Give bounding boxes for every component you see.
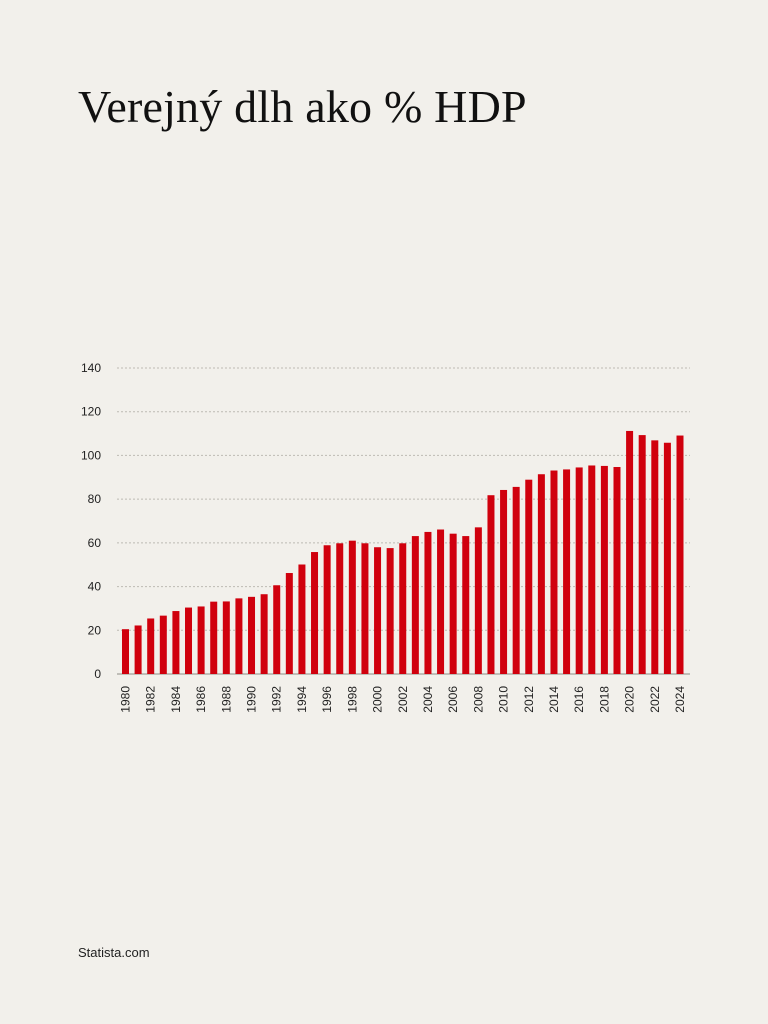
x-tick-label: 1982 xyxy=(144,686,158,713)
bar-2005 xyxy=(437,529,445,674)
y-tick-label: 20 xyxy=(88,623,102,637)
y-tick-label: 100 xyxy=(81,448,101,462)
bar-1989 xyxy=(235,598,243,674)
x-tick-label: 2012 xyxy=(522,686,536,713)
bar-2010 xyxy=(500,489,508,674)
y-tick-label: 120 xyxy=(81,405,101,419)
x-tick-label: 1992 xyxy=(270,686,284,713)
x-tick-label: 1998 xyxy=(345,686,359,713)
bar-1992 xyxy=(273,585,281,674)
y-tick-label: 40 xyxy=(88,580,102,594)
x-tick-label: 2000 xyxy=(371,686,385,713)
bar-1981 xyxy=(134,625,142,674)
bar-1998 xyxy=(348,540,356,674)
x-tick-label: 2002 xyxy=(396,686,410,713)
x-tick-label: 2020 xyxy=(623,686,637,713)
x-tick-label: 2004 xyxy=(421,686,435,713)
bar-1983 xyxy=(159,615,167,674)
bar-1986 xyxy=(197,606,205,674)
bar-2024 xyxy=(676,435,684,674)
y-tick-label: 80 xyxy=(88,492,102,506)
x-tick-label: 2008 xyxy=(471,686,485,713)
y-tick-label: 60 xyxy=(88,536,102,550)
bar-2009 xyxy=(487,495,495,674)
bar-1995 xyxy=(311,552,319,674)
bar-2000 xyxy=(374,547,382,674)
bar-2013 xyxy=(537,474,545,674)
bar-2017 xyxy=(588,465,596,674)
x-tick-label: 1994 xyxy=(295,686,309,713)
bar-1990 xyxy=(248,596,256,674)
y-tick-label: 0 xyxy=(94,667,101,681)
bar-1984 xyxy=(172,611,180,674)
bar-2016 xyxy=(575,467,583,674)
x-tick-label: 2010 xyxy=(497,686,511,713)
bar-2004 xyxy=(424,531,432,674)
bar-1985 xyxy=(185,607,193,674)
bar-2014 xyxy=(550,470,558,674)
source-label: Statista.com xyxy=(78,945,150,960)
x-tick-label: 2018 xyxy=(597,686,611,713)
bar-1996 xyxy=(323,545,331,674)
bar-1994 xyxy=(298,564,306,674)
bar-2008 xyxy=(474,527,482,674)
bar-2011 xyxy=(512,486,520,674)
x-tick-label: 2016 xyxy=(572,686,586,713)
bar-2015 xyxy=(563,469,571,674)
x-tick-label: 2024 xyxy=(673,686,687,713)
x-tick-label: 1990 xyxy=(245,686,259,713)
bar-1997 xyxy=(336,543,344,674)
bar-2001 xyxy=(386,548,394,674)
bar-2018 xyxy=(600,465,608,674)
x-tick-label: 2014 xyxy=(547,686,561,713)
bar-2022 xyxy=(651,440,659,674)
x-tick-label: 2022 xyxy=(648,686,662,713)
x-tick-label: 1980 xyxy=(119,686,133,713)
x-tick-label: 1988 xyxy=(219,686,233,713)
bar-1987 xyxy=(210,601,218,674)
bar-2020 xyxy=(626,430,634,674)
bar-2019 xyxy=(613,467,621,674)
bar-1988 xyxy=(222,601,230,674)
x-tick-label: 1996 xyxy=(320,686,334,713)
chart-title: Verejný dlh ako % HDP xyxy=(78,81,527,132)
x-tick-label: 2006 xyxy=(446,686,460,713)
bar-2002 xyxy=(399,543,407,674)
bar-2021 xyxy=(638,435,646,674)
x-tick-label: 1986 xyxy=(194,686,208,713)
bar-2012 xyxy=(525,479,533,674)
bar-1993 xyxy=(285,573,293,674)
bar-2023 xyxy=(663,442,671,674)
x-tick-label: 1984 xyxy=(169,686,183,713)
bar-1982 xyxy=(147,618,155,674)
bar-2003 xyxy=(411,536,419,674)
bar-1999 xyxy=(361,543,369,674)
bar-2007 xyxy=(462,536,470,674)
bar-1980 xyxy=(122,629,129,674)
bar-2006 xyxy=(449,533,457,674)
bar-1991 xyxy=(260,594,268,674)
y-tick-label: 140 xyxy=(81,361,101,375)
